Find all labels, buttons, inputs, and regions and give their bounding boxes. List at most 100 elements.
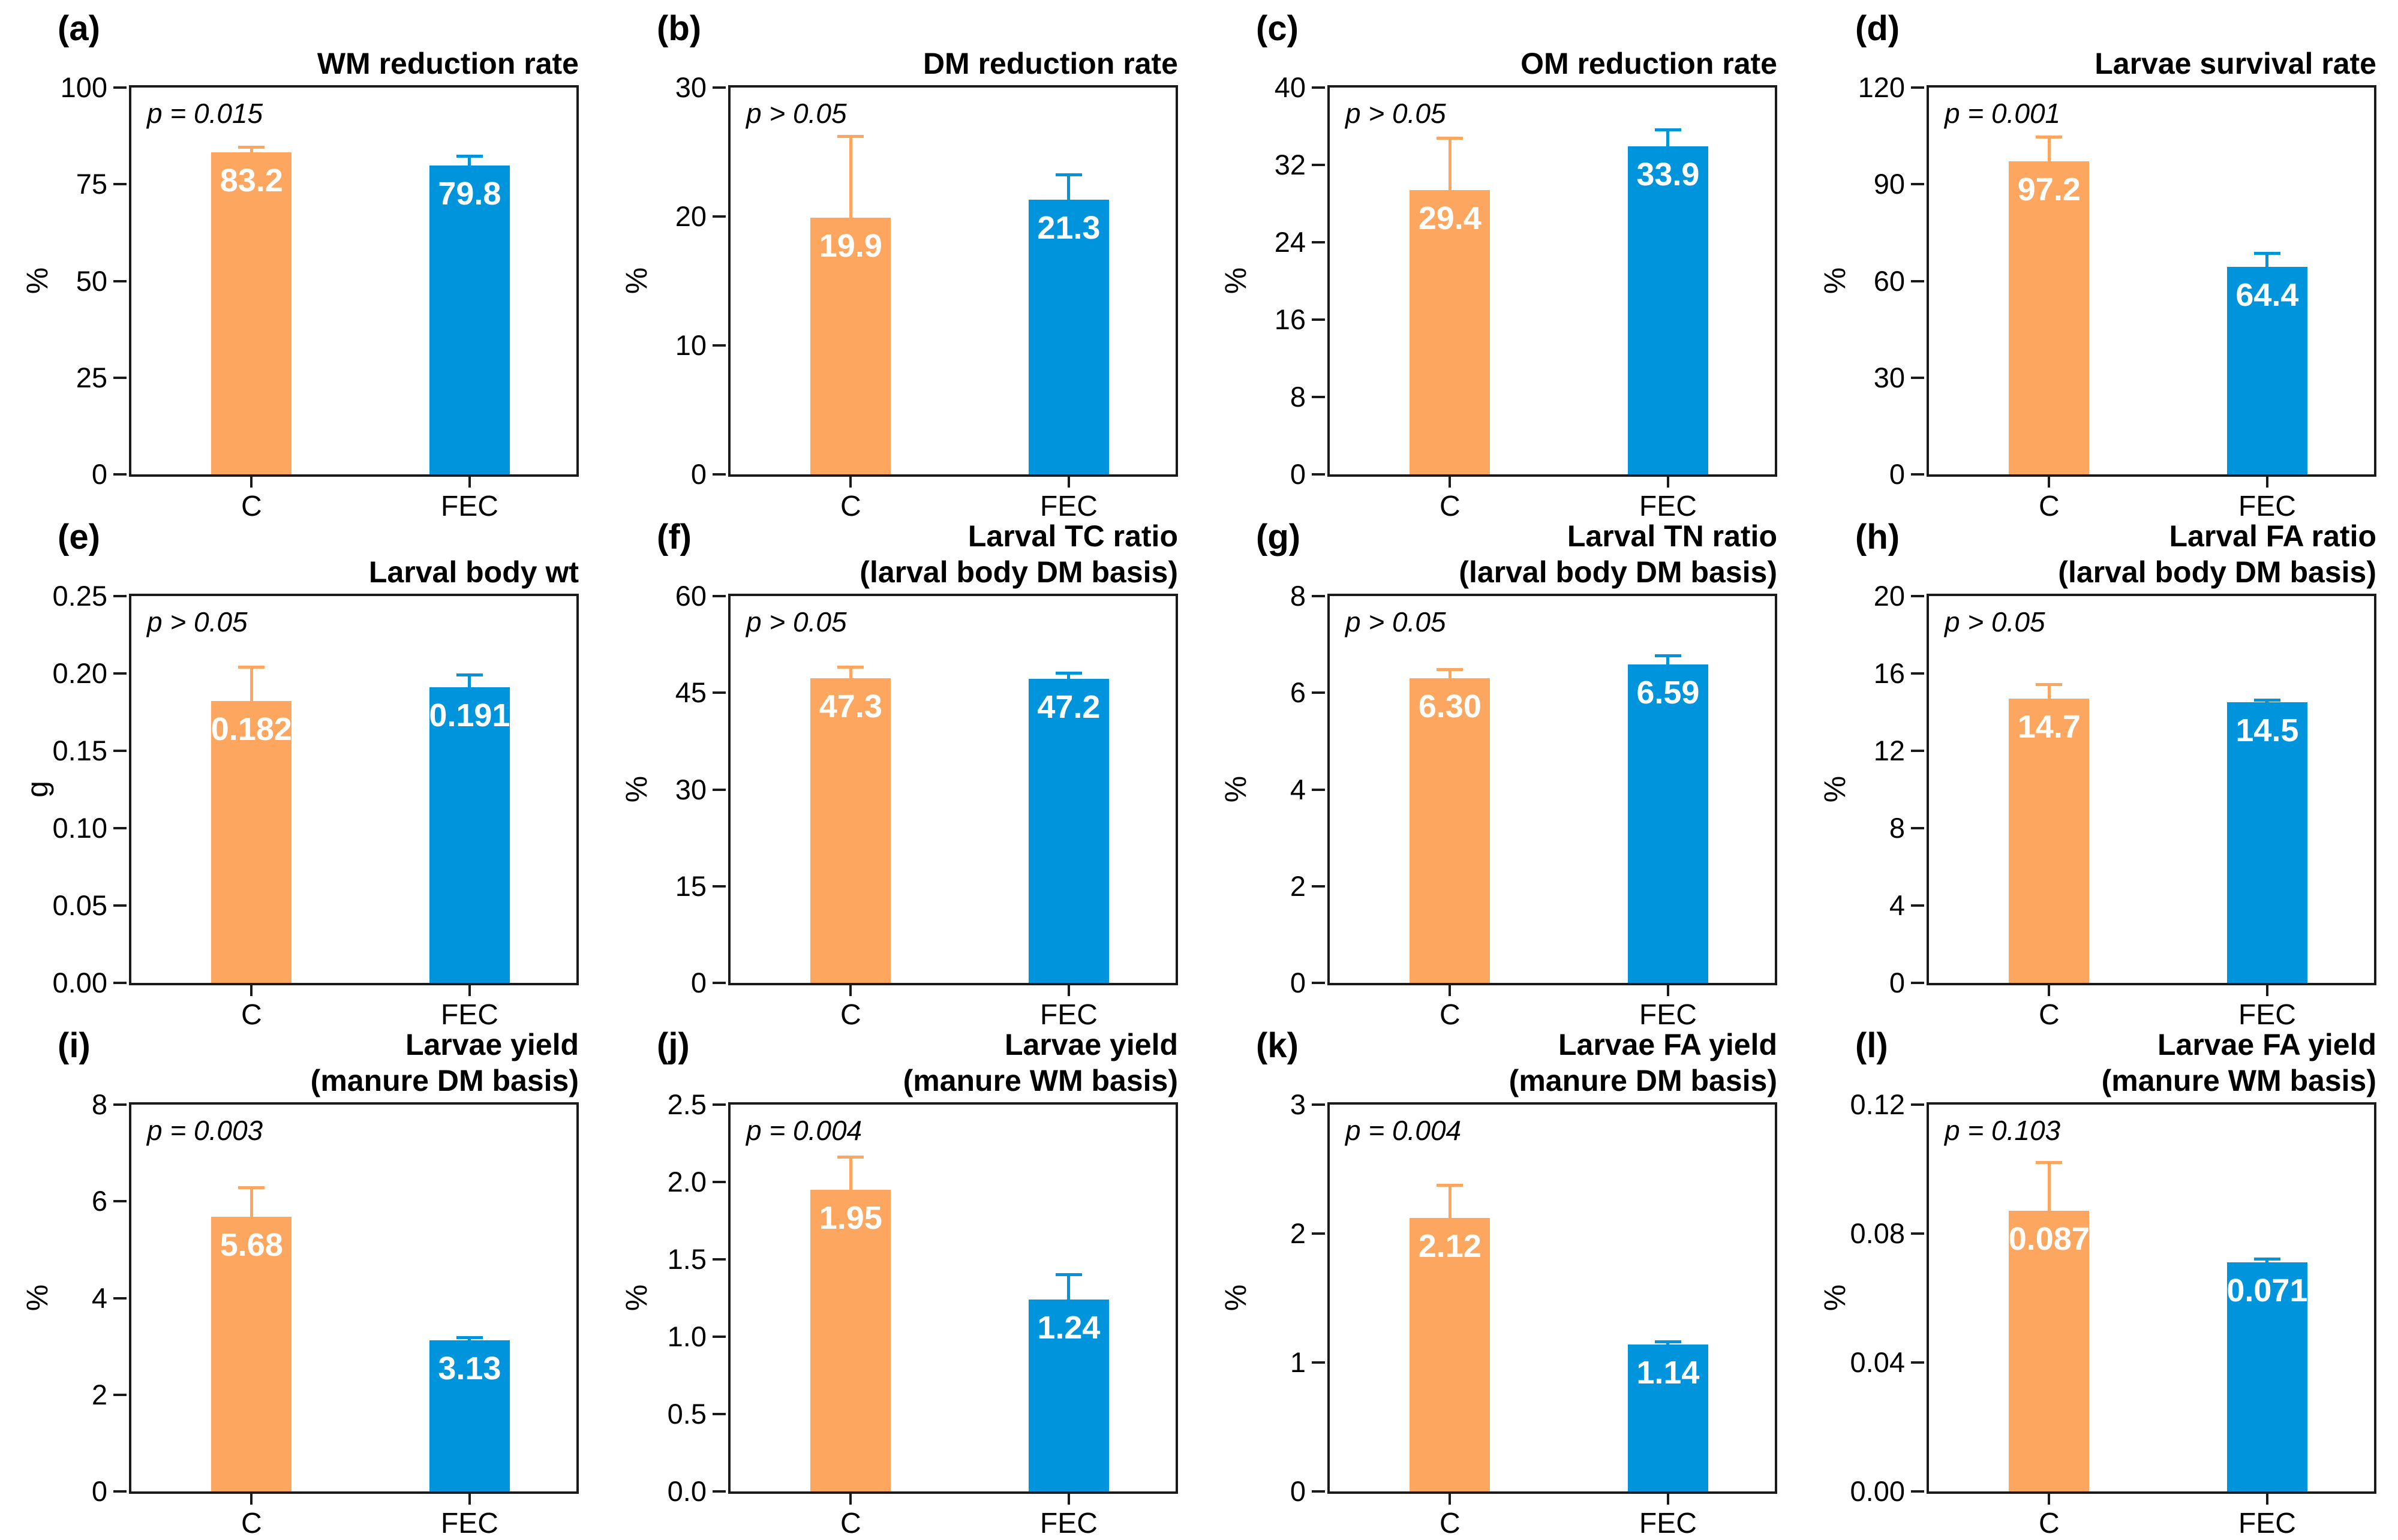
bar-value-label: 1.24: [1037, 1310, 1101, 1346]
y-tick: [113, 1393, 127, 1396]
bar-value-label: 0.087: [2008, 1221, 2090, 1258]
y-tick-label: 2: [1290, 870, 1306, 902]
error-bar-stem: [1067, 175, 1071, 200]
panel-letter: (a): [58, 9, 100, 48]
y-tick: [113, 672, 127, 675]
error-bar-stem: [1448, 670, 1452, 679]
error-bar-stem: [468, 675, 471, 688]
y-tick-label: 8: [1290, 381, 1306, 413]
y-tick: [1911, 473, 1924, 476]
y-tick-label: 32: [1274, 149, 1306, 181]
y-tick: [113, 1200, 127, 1203]
plot-area: p > 0.05 0 10 20 30 19.9 C 21.3 FEC: [675, 71, 1178, 522]
x-tick: [468, 477, 471, 488]
y-tick: [713, 1413, 726, 1415]
error-bar-stem: [2265, 1259, 2269, 1263]
y-tick: [1911, 595, 1924, 597]
bar-c: [810, 1189, 891, 1491]
error-bar-cap: [2253, 251, 2280, 255]
y-tick-label: 0: [91, 1475, 107, 1507]
x-tick: [2265, 985, 2268, 996]
error-bar-stem: [2047, 137, 2051, 161]
panel-title: Larvae FA yield (manure WM basis): [2102, 1017, 2376, 1099]
bar-value-label: 19.9: [819, 228, 882, 264]
x-tick-label: C: [2038, 1508, 2060, 1539]
bar-fec: [429, 1340, 510, 1491]
y-axis-label: %: [1818, 1284, 1852, 1312]
panel-i: (i) Larvae yield (manure DM basis) % p =…: [0, 1017, 599, 1539]
panel-letter: (e): [58, 518, 100, 557]
bar-value-label: 3.13: [438, 1350, 501, 1386]
y-tick-label: 30: [1873, 361, 1905, 393]
y-tick-label: 30: [675, 71, 707, 103]
error-bar-cap: [1437, 668, 1464, 672]
plot-area: p = 0.004 0 1 2 3 2.12 C 1.14 FEC: [1290, 1088, 1777, 1539]
error-bar-stem: [1448, 139, 1452, 190]
panel-d: (d) Larvae survival rate % p = 0.001 0 30…: [1798, 0, 2397, 522]
y-tick: [713, 982, 726, 984]
panel-letter: (i): [58, 1026, 91, 1065]
y-axis-label: %: [20, 267, 54, 294]
y-tick: [113, 1297, 127, 1300]
panel-title: Larval body wt: [369, 509, 579, 590]
bar-value-label: 33.9: [1636, 157, 1700, 193]
x-tick-label: FEC: [1639, 999, 1697, 1031]
error-bar-stem: [2047, 685, 2051, 699]
bar-fec: [2226, 1262, 2307, 1491]
x-tick: [1666, 985, 1669, 996]
y-tick-label: 0: [1290, 1475, 1306, 1507]
y-tick-label: 100: [60, 71, 107, 103]
error-bar-cap: [456, 673, 483, 676]
error-bar-cap: [2036, 1160, 2063, 1164]
bar-c: [810, 678, 891, 983]
error-bar-stem: [1067, 673, 1071, 679]
y-tick: [1312, 982, 1325, 984]
y-tick-label: 12: [1873, 735, 1905, 766]
panel-letter: (k): [1256, 1026, 1299, 1065]
error-bar-cap: [456, 1336, 483, 1340]
x-tick: [1067, 477, 1070, 488]
panel-l: (l) Larvae FA yield (manure WM basis) % …: [1798, 1017, 2397, 1539]
panel-title-line1: Larval TC ratio: [967, 519, 1178, 553]
panel-title-line1: DM reduction rate: [922, 47, 1178, 80]
y-tick: [713, 1181, 726, 1183]
y-tick: [113, 183, 127, 186]
p-value-label: p = 0.015: [147, 98, 263, 129]
bar-fec: [1028, 200, 1109, 474]
x-tick: [1666, 477, 1669, 488]
y-tick-label: 2.5: [667, 1088, 707, 1120]
bar-fec: [2226, 702, 2307, 983]
bar-c: [211, 1217, 292, 1491]
x-tick: [2048, 1494, 2051, 1505]
bar-c: [2009, 1211, 2090, 1491]
x-tick: [250, 985, 253, 996]
panel-title-line1: Larval body wt: [368, 555, 579, 589]
y-tick: [113, 827, 127, 829]
panel-title-line1: Larvae yield: [405, 1028, 579, 1061]
y-tick: [713, 473, 726, 476]
panel-letter: (b): [657, 9, 702, 48]
error-bar-stem: [849, 136, 852, 218]
y-axis-label: %: [620, 267, 653, 294]
bar-value-label: 1.14: [1636, 1354, 1700, 1391]
y-tick: [113, 279, 127, 282]
x-tick-label: FEC: [2238, 1508, 2296, 1539]
error-bar-stem: [1666, 1342, 1670, 1345]
panel-j: (j) Larvae yield (manure WM basis) % p =…: [599, 1017, 1198, 1539]
y-tick-label: 0.20: [52, 657, 107, 689]
y-tick-label: 2: [91, 1378, 107, 1410]
y-tick: [1312, 164, 1325, 166]
error-bar-cap: [1654, 128, 1681, 131]
y-tick-label: 0.08: [1850, 1217, 1905, 1249]
error-bar-cap: [1654, 654, 1681, 657]
plot-area: p = 0.003 0 2 4 6 8 5.68 C 3.13 FEC: [92, 1088, 579, 1539]
y-tick-label: 90: [1873, 168, 1905, 200]
plot-area: p > 0.05 0 4 8 12 16 20 14.7 C 14.5 FEC: [1874, 580, 2376, 1031]
error-bar-cap: [456, 154, 483, 158]
panel-a: (a) WM reduction rate % p = 0.015 0 25 50 7…: [0, 0, 599, 522]
x-tick: [1449, 1494, 1452, 1505]
x-tick: [2265, 1494, 2268, 1505]
y-tick: [1911, 376, 1924, 379]
panel-title: Larval TN ratio (larval body DM basis): [1459, 509, 1777, 590]
y-tick: [113, 904, 127, 907]
